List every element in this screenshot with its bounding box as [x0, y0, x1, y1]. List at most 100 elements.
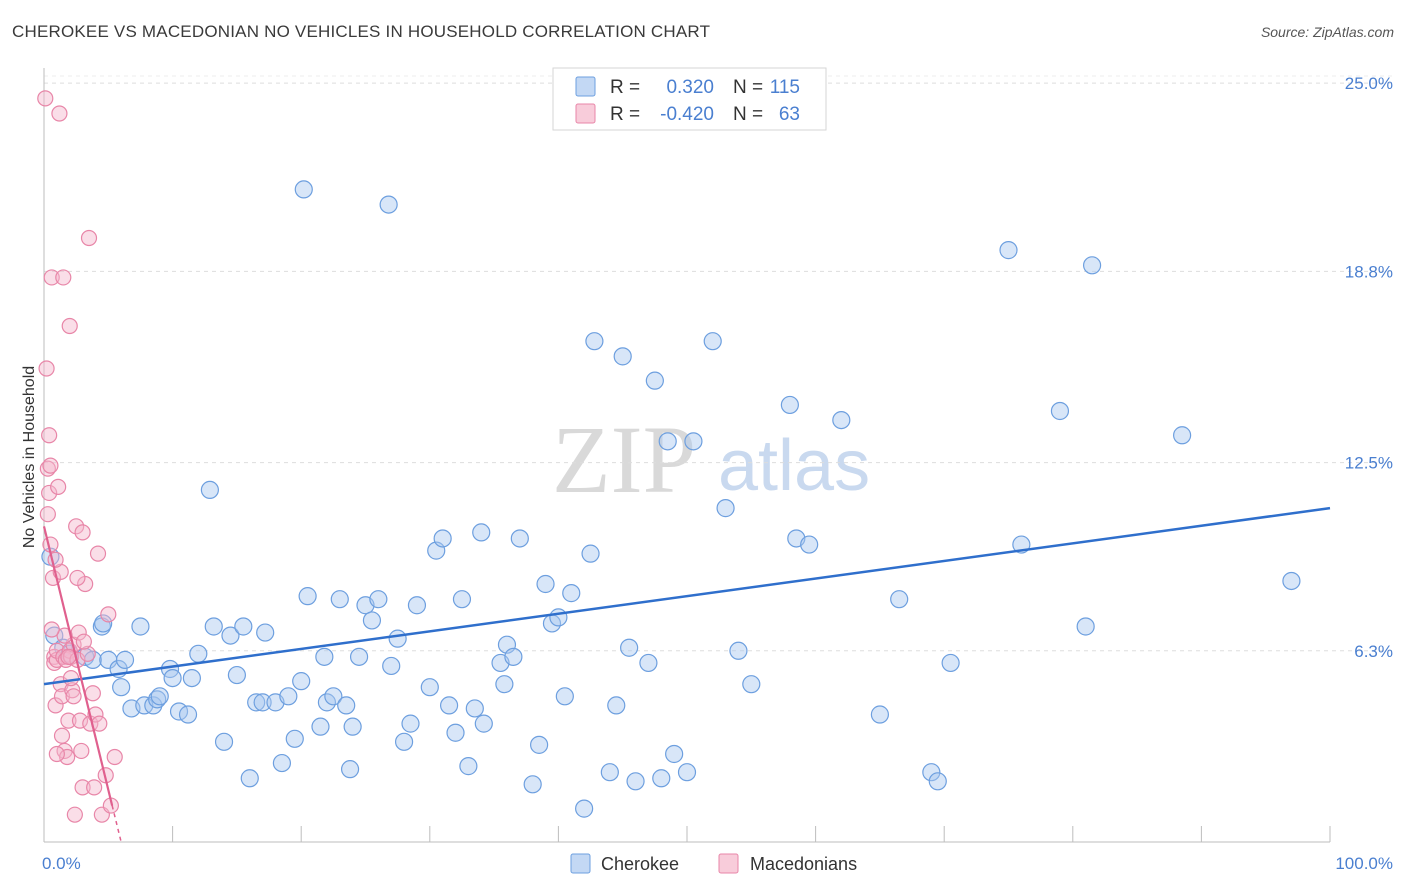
cherokee-point — [562, 584, 581, 603]
cherokee-point — [870, 705, 890, 724]
cherokee-point — [1050, 401, 1070, 421]
cherokee-point — [459, 757, 478, 776]
cherokee-point — [832, 410, 851, 430]
cherokee-point — [337, 696, 356, 715]
cherokee-point — [439, 696, 459, 715]
cherokee-point — [607, 696, 626, 715]
cherokee-point — [285, 729, 304, 748]
cherokee-point — [716, 499, 735, 518]
macedonian-point — [69, 569, 86, 587]
chart-title: CHEROKEE VS MACEDONIAN NO VEHICLES IN HO… — [12, 22, 711, 41]
macedonian-point — [43, 269, 60, 286]
macedonian-points — [37, 90, 123, 823]
cherokee-point — [115, 650, 135, 669]
macedonian-point — [39, 460, 56, 477]
macedonian-point — [89, 545, 107, 562]
cherokee-point — [1076, 617, 1095, 636]
macedonian-point — [41, 484, 58, 502]
macedonian-point — [84, 685, 101, 702]
macedonian-point — [50, 478, 67, 495]
cherokee-point — [330, 590, 349, 609]
cherokee-point — [369, 590, 388, 609]
cherokee-point — [182, 668, 201, 688]
macedonian-point — [61, 317, 78, 335]
macedonian-point — [62, 669, 80, 687]
macedonian-point — [37, 90, 54, 107]
series-swatch-macedonian — [718, 853, 739, 874]
y-axis-label: No Vehicles in Household — [21, 366, 38, 548]
cherokee-point — [214, 732, 234, 751]
macedonian-point — [42, 457, 59, 474]
cherokee-point — [495, 675, 514, 694]
macedonian-point — [60, 712, 77, 729]
cherokee-point — [613, 347, 632, 366]
cherokee-point — [420, 678, 439, 697]
cherokee-point — [340, 760, 360, 779]
cherokee-point — [298, 587, 317, 606]
cherokee-point — [253, 693, 272, 712]
macedonian-point — [73, 742, 90, 760]
cherokee-point — [504, 647, 523, 666]
cherokee-point — [204, 617, 223, 636]
cherokee-point — [530, 735, 549, 754]
macedonian-point — [43, 621, 60, 638]
cherokee-point — [510, 529, 529, 548]
macedonian-trend-line — [42, 526, 114, 806]
axes: 6.3% 12.5% 18.8% 25.0% 0.0% 100.0% — [42, 68, 1393, 873]
y-tick-label: 12.5% — [1345, 454, 1393, 473]
series-label-cherokee: Cherokee — [601, 854, 679, 874]
legend-n-value: 115 — [770, 77, 800, 98]
cherokee-point — [465, 699, 484, 718]
cherokee-point — [388, 629, 407, 648]
macedonian-point — [64, 682, 81, 699]
cherokee-point — [452, 590, 472, 609]
cherokee-point — [292, 672, 311, 691]
cherokee-point — [677, 763, 697, 782]
macedonian-point — [74, 779, 91, 796]
cherokee-point — [163, 668, 182, 688]
watermark-zip: ZIP — [552, 406, 696, 513]
cherokee-point — [446, 723, 465, 742]
cherokee-point — [922, 763, 941, 782]
cherokee-point — [227, 665, 246, 685]
cherokee-point — [1082, 256, 1102, 275]
cherokee-point — [324, 687, 343, 706]
cherokee-point — [343, 717, 362, 736]
legend-n-label: N = — [733, 77, 763, 98]
cherokee-point — [279, 687, 298, 706]
cherokee-point — [394, 732, 414, 751]
legend-r-label: R = — [610, 104, 640, 125]
legend-n-value: 63 — [779, 104, 800, 125]
cherokee-point — [294, 180, 313, 199]
x-tick-label-max: 100.0% — [1335, 854, 1393, 873]
cherokee-point — [178, 705, 198, 724]
legend-r-label: R = — [610, 77, 640, 98]
trend-lines — [42, 506, 1331, 843]
macedonian-point — [74, 524, 91, 541]
macedonian-point — [48, 745, 65, 763]
cherokee-point — [200, 480, 219, 500]
macedonian-point — [38, 360, 55, 377]
cherokee-point — [549, 608, 568, 627]
macedonian-point — [53, 727, 71, 744]
macedonian-point — [66, 806, 83, 823]
cherokee-trend-line — [43, 506, 1331, 686]
cherokee-point — [272, 753, 292, 773]
cherokee-point — [684, 432, 703, 451]
cherokee-point — [555, 687, 574, 706]
cherokee-point — [472, 523, 491, 542]
y-tick-label: 6.3% — [1354, 642, 1393, 661]
cherokee-point — [131, 617, 150, 636]
cherokee-point — [742, 675, 761, 694]
cherokee-point — [536, 574, 555, 594]
cherokee-point — [600, 763, 619, 782]
cherokee-point — [800, 535, 819, 554]
cherokee-point — [581, 544, 600, 563]
source-credit: Source: ZipAtlas.com — [1260, 24, 1394, 40]
legend-swatch-macedonian — [575, 103, 596, 124]
cherokee-point — [474, 714, 493, 733]
cherokee-point — [639, 653, 658, 673]
cherokee-point — [382, 656, 401, 676]
cherokee-point — [407, 596, 427, 615]
